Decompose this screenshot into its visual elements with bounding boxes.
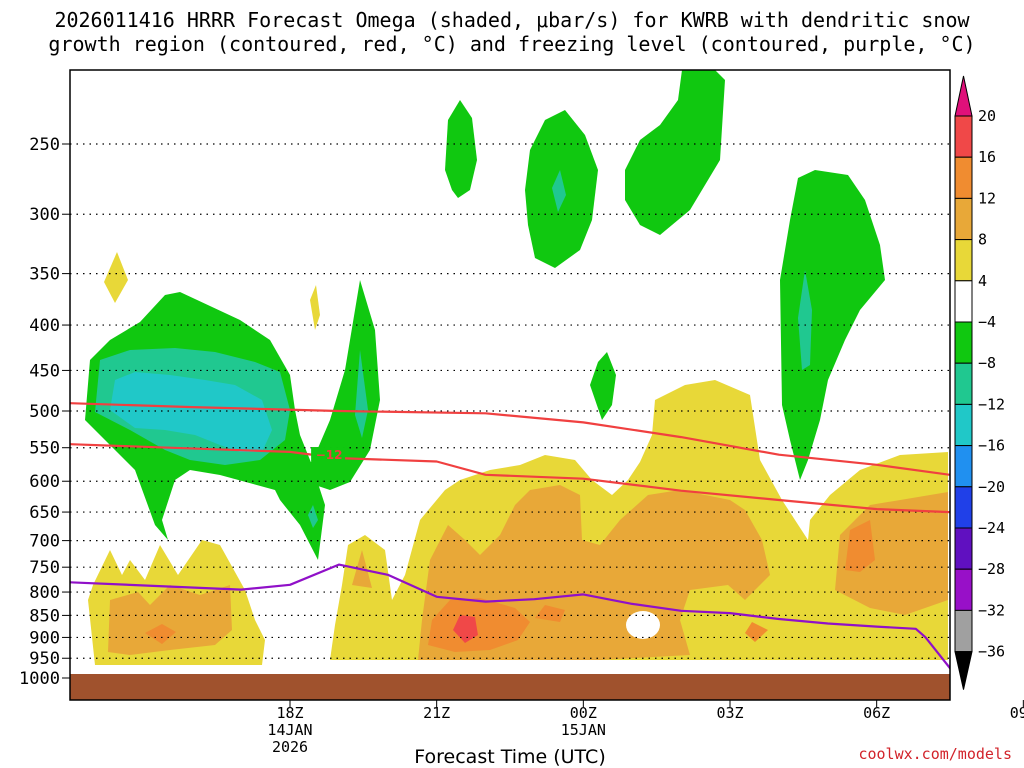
region-descent-green-small bbox=[590, 352, 616, 420]
ground-layer bbox=[70, 674, 950, 700]
colorbar-label-3: 8 bbox=[978, 231, 987, 249]
y-tick-label-300: 300 bbox=[29, 205, 60, 225]
credit-link[interactable]: coolwx.com/models bbox=[858, 745, 1012, 763]
region-descent-teal-top2 bbox=[552, 170, 566, 212]
colorbar-label-12: −32 bbox=[978, 601, 1005, 619]
region-descent-teal-mid bbox=[355, 350, 368, 438]
contour-dendritic-upper bbox=[70, 402, 950, 476]
y-tick-label-450: 450 bbox=[29, 361, 60, 381]
x-tick-label-2-0: 18Z bbox=[276, 704, 303, 722]
region-upward-motion-darkorange-c bbox=[845, 520, 875, 572]
contour-label-bg bbox=[311, 447, 346, 462]
y-tick-label-650: 650 bbox=[29, 503, 60, 523]
colorbar-bin--16--12 bbox=[954, 403, 973, 447]
y-tick-label-900: 900 bbox=[29, 628, 60, 648]
colorbar-label-11: −28 bbox=[978, 560, 1005, 578]
colorbar-bin--24--20 bbox=[954, 486, 973, 529]
region-upward-motion-darkorange-b bbox=[535, 605, 565, 622]
chart-title-line-2: growth region (contoured, red, °C) and f… bbox=[48, 32, 976, 56]
colorbar-bin--12--8 bbox=[954, 362, 973, 405]
plot-frame bbox=[69, 69, 951, 701]
x-tick-label-17-0: 09Z bbox=[1010, 704, 1024, 722]
x-tick-label-2-2: 2026 bbox=[272, 738, 308, 756]
x-tick-label-14-0: 06Z bbox=[863, 704, 890, 722]
colorbar-label-8: −16 bbox=[978, 437, 1005, 455]
contour-freezing-level bbox=[70, 563, 950, 670]
contour-label-dendritic-lower: −12 bbox=[316, 448, 343, 462]
region-upward-motion-orange-dot bbox=[145, 624, 176, 644]
region-descent-green-top1 bbox=[445, 100, 477, 198]
region-descent-green-mid bbox=[300, 280, 380, 490]
colorbar-bin--28--24 bbox=[954, 527, 973, 570]
y-tick-label-400: 400 bbox=[29, 316, 60, 336]
colorbar-bin--32--28 bbox=[954, 568, 973, 611]
x-axis-ticks bbox=[289, 700, 1024, 707]
contour-labels: −12 bbox=[311, 447, 346, 462]
y-tick-label-950: 950 bbox=[29, 649, 60, 669]
region-upward-motion-yellow-cap bbox=[104, 252, 128, 303]
colorbar-labels: 20 16 12 8 4 −4 −8 −12 −16 −20 −24 −28 −32 −36 bbox=[978, 107, 1005, 661]
x-tick-label-8-0: 00Z bbox=[570, 704, 597, 722]
region-descent-teal-right bbox=[798, 270, 812, 370]
colorbar-bin--36--32 bbox=[954, 609, 973, 653]
colorbar-label-5: −4 bbox=[978, 313, 996, 331]
colorbar-label-13: −36 bbox=[978, 643, 1005, 661]
colorbar bbox=[954, 75, 973, 690]
region-descent-teal-mid-small bbox=[308, 505, 318, 528]
colorbar-label-10: −24 bbox=[978, 519, 1005, 537]
y-tick-label-700: 700 bbox=[29, 532, 60, 552]
colorbar-bin-4-8 bbox=[954, 239, 973, 282]
region-descent-green-right bbox=[780, 170, 885, 480]
x-tick-label-11-0: 03Z bbox=[716, 704, 743, 722]
y-tick-label-1000: 1000 bbox=[19, 669, 60, 689]
colorbar-bottom-arrow bbox=[954, 651, 973, 690]
colorbar-label-7: −12 bbox=[978, 395, 1005, 413]
y-tick-label-250: 250 bbox=[29, 135, 60, 155]
colorbar-label-4: 4 bbox=[978, 272, 987, 290]
colorbar-bin-12-16 bbox=[954, 156, 973, 199]
colorbar-top-arrow bbox=[954, 75, 973, 117]
region-descent-green-top3 bbox=[625, 70, 725, 235]
colorbar-bin--4-4 bbox=[954, 280, 973, 323]
colorbar-bin--8--4 bbox=[954, 321, 973, 364]
x-axis-title: Forecast Time (UTC) bbox=[414, 746, 606, 768]
region-descent-cyan-left bbox=[110, 372, 272, 452]
x-tick-label-5-0: 21Z bbox=[423, 704, 450, 722]
colorbar-bin-8-12 bbox=[954, 197, 973, 241]
y-tick-label-350: 350 bbox=[29, 265, 60, 285]
y-tick-label-850: 850 bbox=[29, 606, 60, 626]
region-upward-motion-orange-right bbox=[835, 492, 948, 615]
colorbar-label-2: 12 bbox=[978, 189, 996, 207]
region-upward-motion-orange-left bbox=[108, 585, 232, 655]
y-tick-label-750: 750 bbox=[29, 558, 60, 578]
colorbar-bin-16-20 bbox=[954, 115, 973, 158]
y-tick-label-800: 800 bbox=[29, 583, 60, 603]
colorbar-label-1: 16 bbox=[978, 148, 996, 166]
region-neutral-hole bbox=[626, 611, 660, 639]
y-tick-label-550: 550 bbox=[29, 439, 60, 459]
region-upward-motion-darkorange-main bbox=[428, 598, 530, 652]
ground-strip bbox=[70, 674, 950, 700]
region-upward-motion-darkorange-d bbox=[745, 622, 768, 642]
colorbar-label-6: −8 bbox=[978, 354, 996, 372]
y-axis-labels: 2503003504004505005506006507007508008509… bbox=[19, 135, 70, 689]
y-tick-label-500: 500 bbox=[29, 402, 60, 422]
colorbar-bin--20--16 bbox=[954, 445, 973, 488]
colorbar-label-0: 20 bbox=[978, 107, 996, 125]
region-yellow-sliver bbox=[310, 285, 320, 330]
chart-title-line-1: 2026011416 HRRR Forecast Omega (shaded, … bbox=[54, 8, 970, 32]
y-tick-label-600: 600 bbox=[29, 472, 60, 492]
colorbar-label-9: −20 bbox=[978, 478, 1005, 496]
region-upward-motion-red-peak bbox=[453, 615, 478, 643]
x-tick-label-8-1: 15JAN bbox=[561, 721, 606, 739]
x-tick-label-2-1: 14JAN bbox=[267, 721, 312, 739]
